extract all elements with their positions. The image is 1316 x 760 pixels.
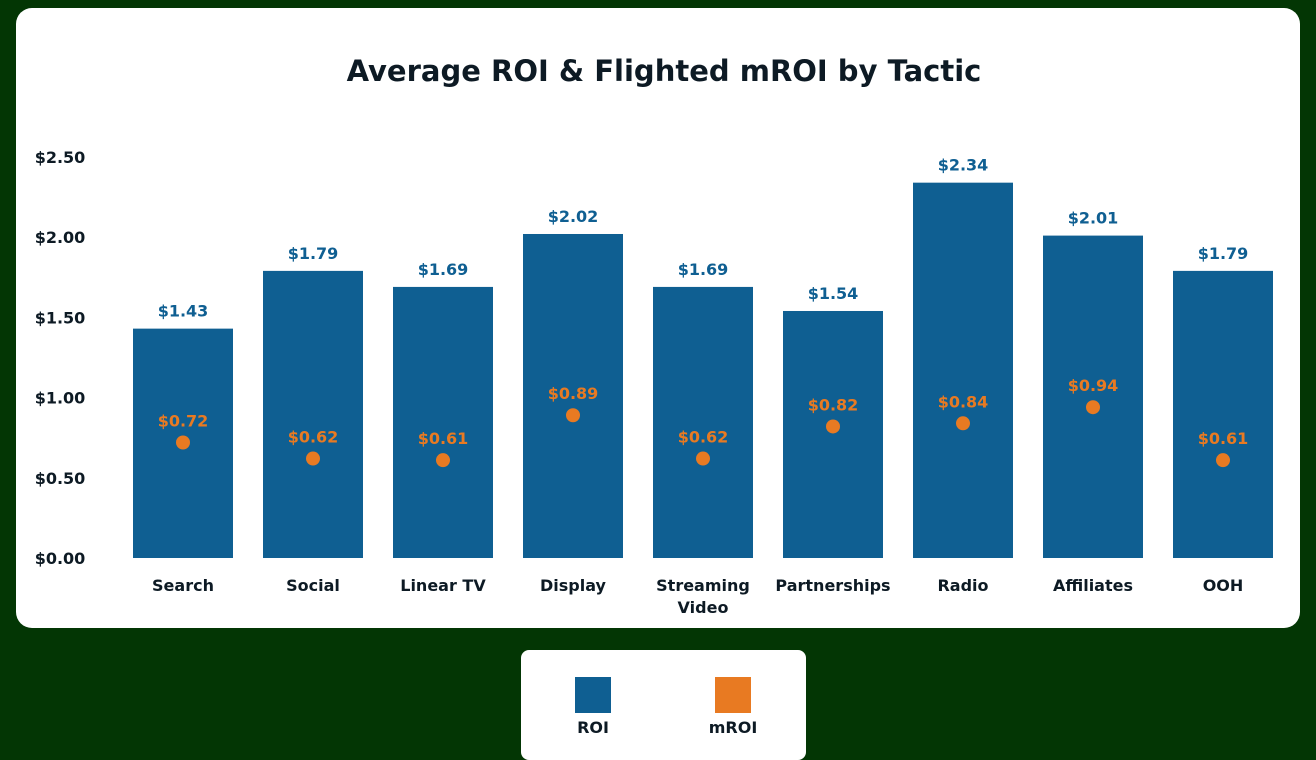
roi-value-label: $1.54 [808,284,859,303]
roi-value-label: $2.34 [938,156,989,175]
x-category-label: Radio [937,576,988,595]
x-category-label: Partnerships [775,576,890,595]
mroi-dot [826,419,840,434]
mroi-value-label: $0.61 [418,429,469,448]
mroi-dot [176,435,190,450]
legend-swatch [715,677,751,713]
y-tick-label: $0.50 [35,469,86,488]
legend-label: mROI [709,718,758,737]
mroi-value-label: $0.62 [288,428,339,447]
x-category-label: Affiliates [1053,576,1133,595]
mroi-value-label: $0.82 [808,395,859,414]
roi-bar [523,233,623,558]
x-category-label: Search [152,576,214,595]
y-tick-label: $1.00 [35,389,86,408]
roi-value-label: $1.43 [158,302,209,321]
mroi-dot [1086,400,1100,415]
roi-bar [653,286,753,558]
y-tick-label: $1.50 [35,308,86,327]
roi-value-label: $1.79 [1198,244,1249,263]
mroi-dot [1216,453,1230,468]
roi-bar [913,182,1013,558]
mroi-dot [566,408,580,423]
roi-value-label: $2.02 [548,207,599,226]
mroi-value-label: $0.94 [1068,376,1119,395]
roi-bar [1173,270,1273,558]
mroi-dot [696,451,710,466]
roi-bar [263,270,363,558]
mroi-value-label: $0.61 [1198,429,1249,448]
legend-box [521,650,806,760]
chart-title: Average ROI & Flighted mROI by Tactic [347,54,982,88]
mroi-dot [956,416,970,431]
roi-value-label: $1.79 [288,244,339,263]
mroi-dot [306,451,320,466]
x-category-label: Streaming [656,576,750,595]
roi-value-label: $1.69 [418,260,469,279]
x-category-label: Video [678,598,729,617]
x-category-label: Social [286,576,340,595]
roi-bar [1043,235,1143,558]
y-tick-label: $2.00 [35,228,86,247]
mroi-value-label: $0.72 [158,412,209,431]
x-category-label: Linear TV [400,576,486,595]
legend-swatch [575,677,611,713]
legend-label: ROI [577,718,609,737]
y-tick-label: $0.00 [35,549,86,568]
x-category-label: OOH [1203,576,1244,595]
roi-bar [783,310,883,558]
mroi-value-label: $0.84 [938,392,989,411]
roi-bar [393,286,493,558]
y-tick-label: $2.50 [35,148,86,167]
roi-value-label: $1.69 [678,260,729,279]
x-category-label: Display [540,576,607,595]
mroi-value-label: $0.62 [678,428,729,447]
mroi-dot [436,453,450,468]
mroi-value-label: $0.89 [548,384,599,403]
roi-value-label: $2.01 [1068,209,1119,228]
